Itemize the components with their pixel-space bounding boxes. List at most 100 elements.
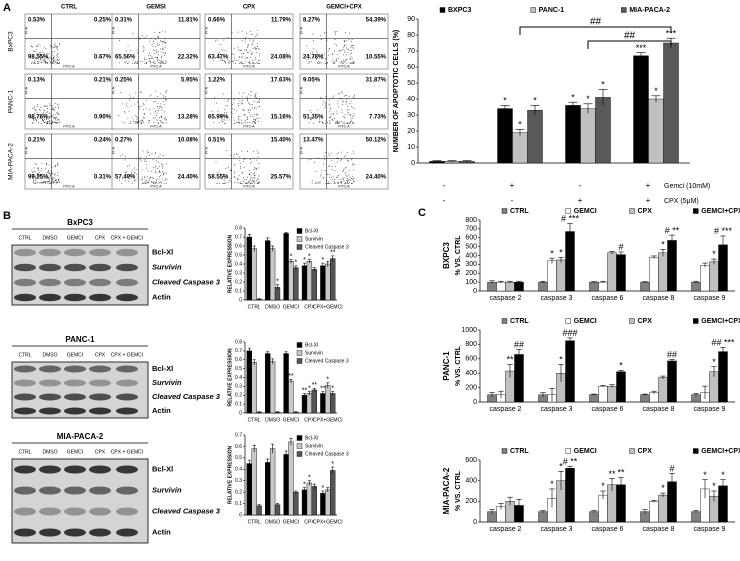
event-dot bbox=[220, 54, 221, 55]
significance-mark: ** bbox=[288, 373, 294, 380]
bar bbox=[293, 267, 299, 301]
event-dot bbox=[238, 159, 240, 161]
legend-label: Cleaved Caspase 3 bbox=[305, 451, 349, 457]
event-dot bbox=[41, 177, 42, 179]
event-dot bbox=[164, 41, 165, 43]
event-dot bbox=[41, 162, 43, 164]
event-dot bbox=[216, 172, 218, 174]
event-dot bbox=[338, 174, 339, 176]
event-dot bbox=[244, 109, 245, 111]
event-dot bbox=[238, 174, 240, 176]
event-dot bbox=[353, 180, 354, 182]
event-dot bbox=[238, 103, 240, 104]
legend-swatch bbox=[530, 7, 536, 13]
lane-label: CPX bbox=[95, 352, 106, 358]
significance-mark: ** bbox=[330, 250, 336, 257]
event-dot bbox=[337, 175, 339, 177]
event-dot bbox=[43, 59, 45, 61]
event-dot bbox=[255, 48, 257, 50]
event-dot bbox=[48, 123, 50, 124]
event-dot bbox=[154, 63, 156, 64]
event-dot bbox=[313, 40, 314, 41]
band bbox=[14, 379, 36, 387]
event-dot bbox=[152, 183, 154, 184]
event-dot bbox=[247, 44, 249, 45]
event-dot bbox=[245, 37, 246, 39]
event-dot bbox=[157, 119, 158, 121]
event-dot bbox=[343, 177, 345, 178]
x-tick-label: caspase 8 bbox=[643, 406, 675, 413]
event-dot bbox=[143, 46, 145, 47]
event-dot bbox=[241, 95, 243, 97]
event-dot bbox=[219, 122, 221, 124]
event-dot bbox=[258, 49, 260, 50]
event-dot bbox=[216, 183, 218, 184]
event-dot bbox=[46, 174, 47, 175]
column-header: CTRL bbox=[61, 5, 77, 11]
event-dot bbox=[150, 177, 151, 178]
event-dot bbox=[345, 167, 347, 169]
y-tick-label: 100 bbox=[465, 279, 477, 286]
legend-label: GEMCI+CPX bbox=[701, 318, 740, 325]
event-dot bbox=[131, 117, 133, 118]
quadrant-percent: 22.32% bbox=[178, 55, 199, 61]
y-axis-title: RELATIVE EXPRESSION bbox=[227, 445, 233, 504]
event-dot bbox=[233, 62, 235, 64]
event-dot bbox=[151, 181, 153, 183]
bar bbox=[658, 494, 668, 523]
lane-label: CPX + GEMCI bbox=[111, 449, 143, 455]
event-dot bbox=[145, 59, 147, 60]
event-dot bbox=[229, 154, 231, 156]
event-dot bbox=[252, 39, 254, 41]
event-dot bbox=[353, 153, 355, 154]
event-dot bbox=[135, 169, 137, 170]
event-dot bbox=[153, 108, 155, 110]
event-dot bbox=[50, 173, 52, 175]
event-dot bbox=[259, 63, 261, 64]
event-dot bbox=[35, 45, 37, 47]
event-dot bbox=[342, 92, 344, 94]
quadrant-percent: 51.35% bbox=[303, 115, 324, 121]
event-dot bbox=[224, 50, 226, 52]
event-dot bbox=[45, 181, 47, 183]
event-dot bbox=[157, 60, 158, 62]
bar bbox=[589, 394, 599, 403]
event-dot bbox=[142, 179, 143, 180]
event-dot bbox=[155, 152, 156, 154]
event-dot bbox=[160, 175, 162, 176]
bar bbox=[283, 454, 289, 516]
event-dot bbox=[326, 180, 328, 182]
legend-swatch bbox=[693, 208, 699, 214]
event-dot bbox=[313, 56, 314, 58]
event-dot bbox=[41, 174, 43, 175]
event-dot bbox=[344, 44, 346, 46]
event-dot bbox=[139, 106, 140, 107]
treatment-label: CPX (5μM) bbox=[664, 198, 699, 205]
event-dot bbox=[247, 183, 249, 184]
event-dot bbox=[221, 58, 223, 60]
event-dot bbox=[342, 171, 344, 172]
event-dot bbox=[327, 181, 329, 183]
event-dot bbox=[247, 97, 248, 99]
significance-mark: * bbox=[601, 80, 605, 90]
event-dot bbox=[48, 177, 50, 178]
event-dot bbox=[230, 169, 231, 171]
bar bbox=[633, 55, 649, 164]
event-dot bbox=[54, 173, 56, 175]
event-dot bbox=[246, 57, 248, 59]
event-dot bbox=[37, 61, 38, 62]
event-dot bbox=[325, 102, 326, 104]
event-dot bbox=[153, 117, 154, 119]
axis-label: FITC-A bbox=[243, 124, 255, 128]
event-dot bbox=[146, 167, 147, 169]
significance-mark: * bbox=[290, 253, 293, 260]
x-tick-label: CTRL bbox=[248, 304, 261, 310]
event-dot bbox=[241, 56, 242, 58]
event-dot bbox=[129, 164, 130, 166]
event-dot bbox=[157, 110, 159, 111]
band bbox=[116, 465, 138, 474]
significance-mark: * bbox=[619, 360, 623, 370]
event-dot bbox=[324, 32, 325, 33]
event-dot bbox=[227, 105, 228, 106]
